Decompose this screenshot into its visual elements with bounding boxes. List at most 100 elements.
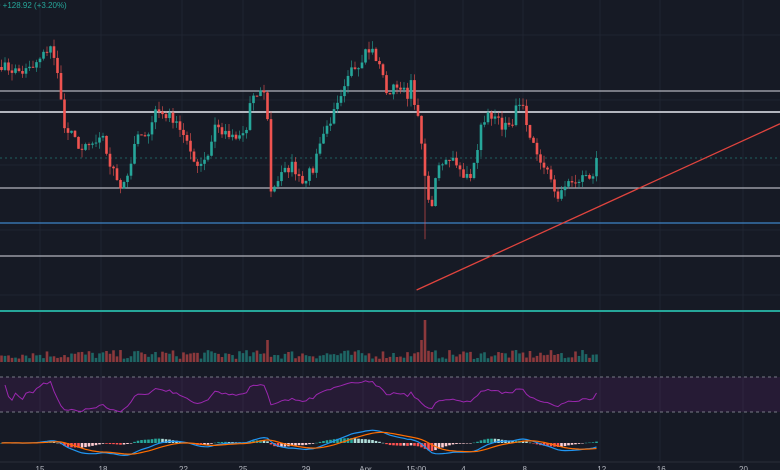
volume-bar [413, 353, 416, 362]
macd-histogram-bar [367, 439, 371, 443]
candle-body [210, 141, 213, 156]
volume-bar [399, 356, 402, 362]
volume-bar [7, 355, 10, 362]
candle-body [66, 128, 70, 133]
candle-body [493, 116, 497, 119]
macd-histogram-bar [304, 443, 308, 445]
volume-bar [521, 352, 525, 362]
volume-bar [507, 357, 511, 362]
candle-body [301, 175, 304, 184]
candle-body [175, 121, 178, 123]
macd-histogram-bar [392, 443, 395, 446]
trendline[interactable] [416, 123, 780, 291]
candle-body [504, 122, 507, 130]
macd-histogram-bar [161, 438, 164, 443]
candle-body [455, 157, 458, 166]
macd-histogram-bar [490, 438, 493, 443]
macd-histogram-bar [248, 441, 252, 443]
macd-histogram-bar [318, 441, 322, 443]
macd-histogram-bar [591, 442, 595, 443]
macd-histogram-bar [465, 443, 469, 444]
candle-body [154, 109, 157, 123]
candle-body [294, 161, 297, 175]
candle-body [252, 95, 255, 104]
volume-bar [42, 358, 45, 362]
candle-body [409, 80, 413, 99]
volume-bar [227, 353, 231, 362]
volume-bar [70, 353, 73, 362]
volume-bar [476, 357, 479, 362]
volume-bar [157, 357, 161, 362]
volume-bar [283, 353, 287, 362]
macd-histogram-bar [574, 443, 577, 445]
macd-histogram-bar [63, 443, 66, 446]
time-axis[interactable]: 15 18 22 25 29 Apr 15:00 4 8 12 16 20 [36, 465, 749, 470]
candle-body [315, 153, 318, 173]
volume-bar [91, 352, 94, 362]
candle-body [479, 124, 483, 151]
volume-bar [178, 358, 182, 362]
macd-histogram-bar [154, 438, 157, 443]
rsi-pane [0, 376, 780, 413]
volume-bar [182, 352, 185, 362]
macd-histogram-bar [105, 443, 108, 444]
volume-bar [574, 351, 577, 362]
macd-histogram-bar [147, 439, 150, 443]
volume-bar [374, 356, 378, 362]
candle-body [581, 175, 584, 182]
candle-body [238, 135, 241, 139]
candle-body [80, 148, 84, 150]
volume-bar [35, 355, 38, 362]
volume-bar [24, 355, 28, 362]
candle-body [185, 135, 189, 141]
volume-bar [154, 352, 157, 362]
macd-histogram-bar [430, 443, 434, 451]
macd-histogram-bar [350, 438, 353, 443]
candle-body [217, 124, 220, 128]
macd-histogram-bar [301, 443, 304, 446]
candle-body [199, 163, 203, 166]
volume-bar [395, 357, 399, 362]
candle-body [280, 172, 283, 182]
macd-histogram-bar [353, 438, 357, 443]
macd-histogram-bar [486, 438, 490, 443]
volume-bar [367, 353, 371, 362]
volume-bar [427, 350, 430, 362]
volume-bar [339, 353, 343, 362]
volume-bar [31, 353, 35, 362]
candle-body [35, 62, 38, 68]
candle-body [129, 163, 133, 176]
candle-body [350, 67, 353, 76]
macd-histogram-bar [577, 443, 581, 444]
candle-body [402, 87, 406, 90]
candle-body [70, 130, 73, 133]
macd-histogram-bar [108, 443, 112, 445]
candle-body [567, 181, 570, 187]
candle-body [56, 57, 59, 74]
macd-histogram-bar [84, 443, 87, 448]
volume-bar [371, 358, 374, 362]
macd-histogram-bar [423, 443, 427, 449]
volume-bar [203, 352, 206, 362]
candle-body [437, 165, 441, 179]
volume-bar [101, 352, 105, 362]
candle-body [182, 129, 185, 136]
horizontal-levels[interactable] [0, 90, 780, 257]
volume-bar [388, 356, 392, 362]
macd-histogram-bar [458, 443, 462, 444]
macd-histogram-bar [483, 439, 486, 443]
volume-bar [122, 358, 126, 362]
candle-body [367, 49, 371, 53]
candle-body [287, 167, 290, 173]
candle-body [112, 166, 115, 169]
candle-body [556, 191, 560, 199]
candle-body [549, 169, 553, 180]
volume-bar [581, 350, 584, 362]
candle-body [147, 134, 150, 137]
macd-histogram-bar [343, 438, 346, 443]
volume-bar [392, 353, 395, 362]
candle-body [311, 168, 315, 173]
macd-histogram-bar [224, 441, 227, 443]
candle-body [434, 178, 437, 206]
